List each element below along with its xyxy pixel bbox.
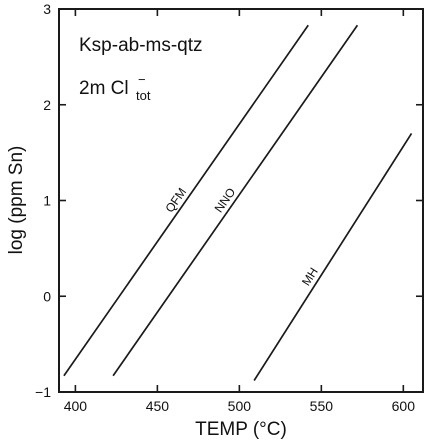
annotation-chloride-main: 2m Cl <box>79 78 129 99</box>
y-tick-label: 1 <box>43 193 51 209</box>
x-tick-label: 550 <box>310 398 334 414</box>
annotation-chloride-sup: − <box>138 72 146 87</box>
x-axis-title: TEMP (°C) <box>195 419 287 440</box>
series-label-mh: MH <box>299 265 321 288</box>
annotation-assemblage: Ksp-ab-ms-qtz <box>79 35 203 56</box>
x-tick-label: 400 <box>64 398 88 414</box>
axis-tick-labels: 400 450 500 550 600 −1 0 1 2 3 <box>35 1 415 414</box>
axis-ticks <box>59 8 423 393</box>
x-tick-label: 450 <box>146 398 170 414</box>
series-label-nno: NNO <box>212 185 239 215</box>
y-axis-title: log (ppm Sn) <box>6 146 27 255</box>
x-tick-label: 600 <box>392 398 416 414</box>
series-line-nno <box>112 24 359 377</box>
annotation-chloride: 2m Cl − tot <box>79 72 151 103</box>
series-label-qfm: QFM <box>162 185 189 215</box>
y-tick-label: 3 <box>43 1 51 17</box>
series-line-qfm <box>63 24 309 377</box>
x-tick-label: 500 <box>228 398 252 414</box>
y-tick-label: −1 <box>35 384 51 400</box>
series-lines <box>63 24 413 381</box>
annotation-chloride-sub: tot <box>136 88 151 103</box>
y-tick-label: 2 <box>43 97 51 113</box>
y-tick-label: 0 <box>43 288 51 304</box>
series-line-mh <box>253 133 413 381</box>
